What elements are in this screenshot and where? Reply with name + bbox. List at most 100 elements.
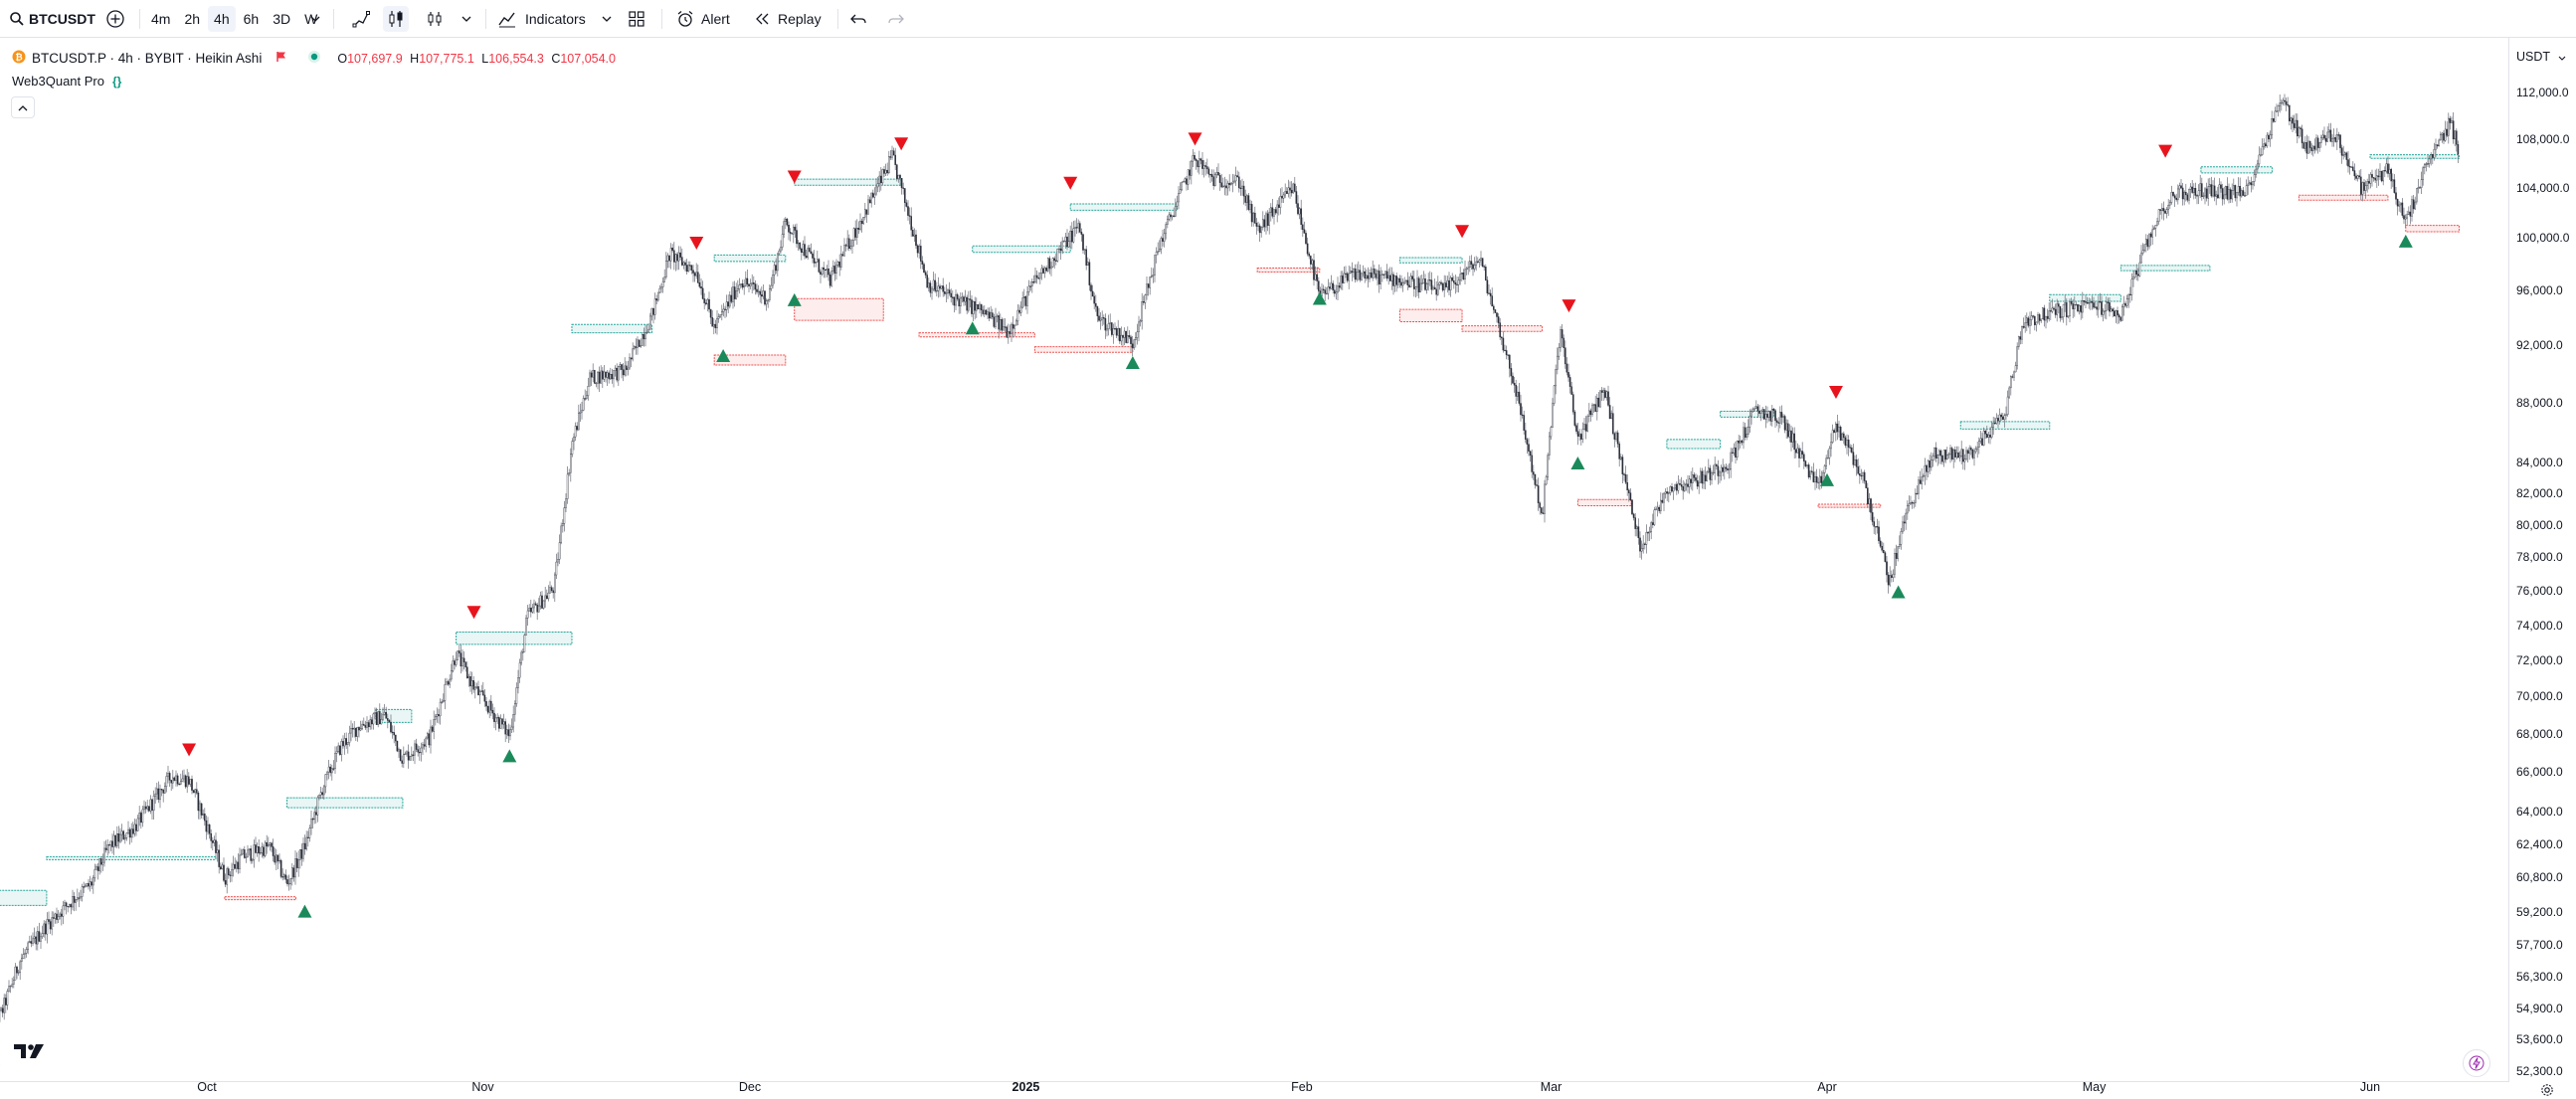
candle-body [603,371,606,380]
candle-body [1244,195,1246,203]
candle-body [2419,187,2421,189]
candle-body [33,936,36,940]
bullish-signal-triangle-icon [1820,472,1835,486]
candle-body [2263,143,2266,147]
candle-body [1069,231,1071,242]
candle-body [1965,450,1967,459]
indicator-source-badge[interactable]: {} [111,74,122,89]
candle-body [1878,526,1880,542]
chart-style-dropdown[interactable] [461,0,471,38]
candle-body [1281,196,1283,199]
bullish-signal-triangle-icon [502,749,517,763]
candle-body [888,156,890,174]
candle-body [496,716,499,719]
candle-body [43,923,45,934]
candle-body [1024,296,1027,306]
candle-body [1815,476,1818,483]
undo-button[interactable] [849,0,867,38]
candle-body [1467,267,1469,270]
symbol-title[interactable]: BTCUSDT.P · 4h · BYBIT · Heikin Ashi [32,51,263,66]
candle-body [762,290,765,297]
candle-body [1196,160,1198,168]
timeframe-w[interactable]: W [304,11,318,27]
candle-body [1104,318,1107,331]
flag-icon[interactable] [276,51,287,66]
candle-body [281,876,284,878]
candle-body [1016,309,1019,322]
tradingview-logo-icon[interactable] [14,1042,48,1065]
collapse-legend-button[interactable] [11,96,35,118]
candle-body [786,218,789,226]
candle-body [884,169,887,174]
timeframe-6h[interactable]: 6h [243,11,260,27]
indicator-name[interactable]: Web3Quant Pro [12,74,104,89]
candle-body [1621,457,1624,474]
timeframe-4m[interactable]: 4m [151,11,171,27]
candle-body [703,298,705,303]
candle-body [1587,410,1590,417]
candle-body [1876,526,1879,528]
candle-body [1300,208,1302,226]
price-chart[interactable] [0,38,2508,1081]
candle-body [2403,215,2405,220]
candle-body [1367,275,1370,279]
candle-body [1250,204,1253,223]
price-tick-label: 100,000.0 [2516,231,2570,246]
lightning-icon[interactable] [2463,1049,2490,1077]
candle-body [859,221,861,230]
candle-body [415,743,418,750]
candle-body [83,886,85,888]
bar-type-button[interactable] [383,0,409,38]
candle-body [130,828,133,838]
candle-body [1989,435,1991,438]
replay-button[interactable]: Replay [754,0,822,38]
candle-body [2447,117,2450,136]
drawing-tools-button[interactable] [348,0,374,38]
indicator-legend[interactable]: Web3Quant Pro {} [12,74,121,89]
candle-body [485,701,487,707]
candle-body [509,729,511,737]
candle-body [1329,286,1331,289]
candle-body [1507,354,1509,356]
candle-body [1555,369,1557,387]
compare-button[interactable] [105,0,125,38]
indicators-dropdown[interactable] [602,0,612,38]
candle-body [1547,455,1549,477]
chart-style-button[interactable] [422,0,448,38]
candle-body [1365,275,1368,279]
candle-body [697,272,699,283]
timeframe-4h[interactable]: 4h [208,6,236,32]
candle-body [1998,414,2001,422]
symbol-search[interactable]: BTCUSDT [9,0,95,38]
timeframe-3d[interactable]: 3D [273,11,291,27]
layout-button[interactable] [628,0,645,38]
candle-body [1698,481,1700,487]
candle-body [12,980,15,985]
alert-button[interactable]: Alert [675,0,730,38]
candle-body [1424,278,1426,290]
indicators-button[interactable]: Indicators [497,0,586,38]
candle-body [139,813,142,824]
supply-zone [2119,265,2211,272]
candle-body [1586,416,1588,432]
candle-body [1823,465,1826,473]
timeframe-2h[interactable]: 2h [184,11,201,27]
redo-button[interactable] [887,0,905,38]
candle-body [1825,458,1827,466]
candle-body [391,731,394,734]
currency-selector[interactable]: USDT [2516,50,2566,64]
candle-body [2101,301,2103,315]
candle-body [2140,253,2142,264]
candle-body [393,732,396,736]
candle-body [1204,165,1206,167]
candle-body [480,690,483,692]
candle-body [881,169,884,184]
candle-body [876,183,879,188]
candle-body [886,169,888,174]
candle-body [2284,99,2286,102]
candle-body [1858,473,1861,476]
gear-icon[interactable] [2536,1081,2558,1099]
candle-body [2006,396,2009,416]
candle-body [1012,323,1014,329]
timeframe-dropdown[interactable] [310,0,320,38]
